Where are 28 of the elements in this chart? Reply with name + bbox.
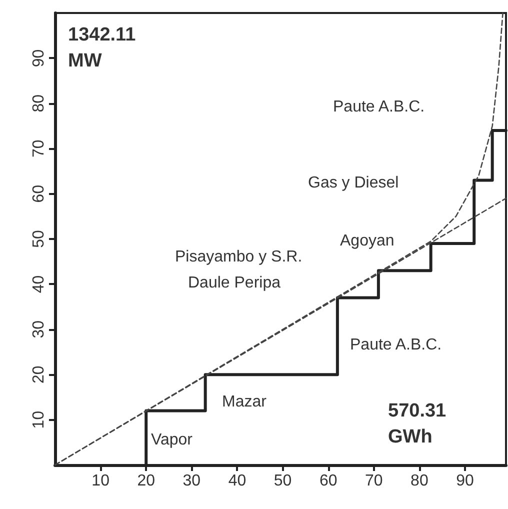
y-tick-label: 10 bbox=[30, 410, 48, 429]
x-tick-label: 90 bbox=[456, 472, 474, 490]
annotation: Vapor bbox=[151, 432, 194, 448]
annotation: Daule Peripa bbox=[188, 274, 281, 292]
y-tick-label: 60 bbox=[30, 184, 48, 203]
annotation: 570.31 GWh bbox=[388, 400, 447, 448]
annotation: 1342.11 MW bbox=[68, 24, 136, 72]
y-tick-label: 50 bbox=[30, 230, 48, 248]
y-tick-label: 20 bbox=[30, 366, 48, 384]
y-tick-label: 70 bbox=[30, 140, 48, 158]
annotation: Pisayambo y S.R. bbox=[175, 248, 302, 266]
x-tick-label: 50 bbox=[274, 472, 292, 490]
x-tick-label: 70 bbox=[364, 472, 383, 490]
annotation: Paute A.B.C. bbox=[333, 98, 425, 116]
x-tick-label: 10 bbox=[92, 472, 110, 490]
x-tick-label: 20 bbox=[137, 472, 156, 490]
x-tick-label: 40 bbox=[228, 472, 246, 490]
x-tick-label: 80 bbox=[410, 472, 428, 490]
x-tick-label: 60 bbox=[319, 472, 338, 490]
x-tick-label: 30 bbox=[182, 472, 201, 490]
annotation: Paute A.B.C. bbox=[350, 336, 442, 354]
annotation: Gas y Diesel bbox=[308, 174, 399, 192]
annotation: Mazar bbox=[222, 394, 268, 410]
annotation: Agoyan bbox=[340, 232, 394, 250]
y-tick-label: 30 bbox=[30, 320, 48, 338]
y-tick-label: 40 bbox=[30, 275, 48, 294]
y-tick-label: 90 bbox=[30, 49, 48, 68]
y-tick-label: 80 bbox=[30, 94, 48, 112]
